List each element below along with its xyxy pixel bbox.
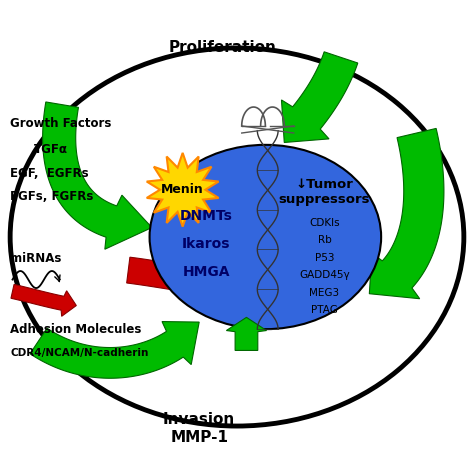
Text: P53: P53: [315, 253, 334, 263]
Text: EGF,  EGFRs: EGF, EGFRs: [10, 167, 89, 180]
Ellipse shape: [10, 48, 464, 426]
Text: FGFs, FGFRs: FGFs, FGFRs: [10, 191, 93, 203]
Polygon shape: [43, 102, 152, 249]
Text: GADD45γ: GADD45γ: [299, 270, 350, 280]
Text: CDKIs: CDKIs: [309, 218, 340, 228]
Text: ↓Tumor
suppressors: ↓Tumor suppressors: [279, 178, 370, 206]
Text: HMGA: HMGA: [182, 265, 230, 280]
Text: PTAG: PTAG: [311, 305, 338, 315]
Text: CDR4/NCAM/N-cadherin: CDR4/NCAM/N-cadherin: [10, 348, 148, 358]
Text: Growth Factors: Growth Factors: [10, 117, 111, 130]
Text: MEG3: MEG3: [310, 288, 339, 298]
Polygon shape: [147, 153, 219, 227]
Text: Menin: Menin: [161, 183, 204, 196]
Text: Invasion
MMP-1: Invasion MMP-1: [163, 412, 235, 445]
Polygon shape: [127, 257, 246, 305]
Text: TGFα: TGFα: [34, 143, 68, 156]
Text: Rb: Rb: [318, 235, 331, 246]
Text: miRNAs: miRNAs: [10, 252, 62, 265]
Polygon shape: [30, 321, 199, 378]
Text: Proliferation: Proliferation: [169, 40, 277, 55]
Text: DNMTs: DNMTs: [180, 209, 233, 223]
Polygon shape: [282, 52, 358, 143]
Polygon shape: [369, 128, 444, 299]
Polygon shape: [11, 284, 76, 316]
Polygon shape: [227, 318, 266, 350]
Ellipse shape: [150, 145, 381, 329]
Text: Ikaros: Ikaros: [182, 237, 230, 251]
Text: Adhesion Molecules: Adhesion Molecules: [10, 323, 142, 336]
